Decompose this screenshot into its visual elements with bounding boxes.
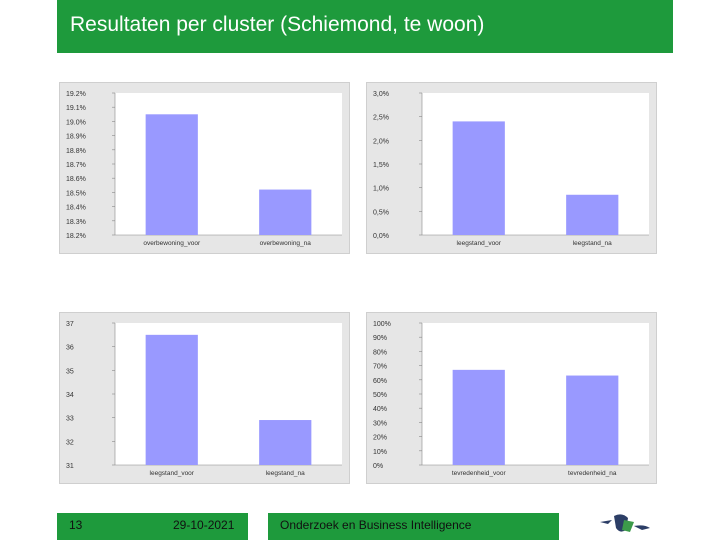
y-tick-label: 0% xyxy=(373,463,383,470)
footer-date-box: 29-10-2021 xyxy=(165,513,248,540)
bar xyxy=(452,369,505,465)
y-tick-label: 0,0% xyxy=(373,233,389,240)
y-tick-label: 18.9% xyxy=(66,134,86,141)
y-tick-label: 19.0% xyxy=(66,119,86,126)
chart-panel-leegstand: 0,0% 0,5% 1,0% 1,5% 2,0% 2,5% 3,0% leegstand_vo… xyxy=(366,82,657,254)
bar xyxy=(145,334,198,465)
x-tick-label: tevredenheid_na xyxy=(568,470,617,477)
y-tick-label: 18.3% xyxy=(66,219,86,226)
y-tick-label: 20% xyxy=(373,435,387,442)
y-tick-label: 18.6% xyxy=(66,176,86,183)
chart-svg-3: 0% 10% 20% 30% 40% 50% 60% 70% 80% 90% 100% tevrede… xyxy=(373,321,649,477)
title-bar: Resultaten per cluster (Schiemond, te wo… xyxy=(57,0,673,53)
y-tick-label: 35 xyxy=(66,368,74,375)
y-tick-label: 31 xyxy=(66,463,74,470)
y-tick-label: 19.2% xyxy=(66,91,86,98)
y-tick-label: 100% xyxy=(373,321,391,328)
y-tick-label: 2,5% xyxy=(373,115,389,122)
chart-svg-1: 0,0% 0,5% 1,0% 1,5% 2,0% 2,5% 3,0% leegstand_vo… xyxy=(373,91,649,247)
y-tick-label: 33 xyxy=(66,416,74,423)
x-tick-label: overbewoning_na xyxy=(260,240,312,247)
chart-panel-overbewoning: 18.2% 18.3% 18.4% 18.5% 18.6% 18.7% 18.8% 18.9%… xyxy=(59,82,350,254)
chart-svg-0: 18.2% 18.3% 18.4% 18.5% 18.6% 18.7% 18.8% 18.9%… xyxy=(66,91,342,247)
y-tick-label: 90% xyxy=(373,335,387,342)
chart-panel-leefbaarheid: 31 32 33 34 35 36 37 leegstand_voor leegstand_na xyxy=(59,312,350,484)
page-title: Resultaten per cluster (Schiemond, te wo… xyxy=(70,13,485,36)
y-tick-label: 18.2% xyxy=(66,233,86,240)
footer-organization: Onderzoek en Business Intelligence xyxy=(280,518,472,532)
bar xyxy=(566,375,619,465)
y-tick-label: 30% xyxy=(373,420,387,427)
y-tick-label: 60% xyxy=(373,378,387,385)
y-tick-label: 80% xyxy=(373,349,387,356)
y-tick-label: 50% xyxy=(373,392,387,399)
x-tick-label: leegstand_na xyxy=(573,240,612,247)
footer-org-box: Onderzoek en Business Intelligence xyxy=(268,513,559,540)
footer-date: 29-10-2021 xyxy=(173,518,235,532)
bar xyxy=(566,194,619,235)
y-tick-label: 70% xyxy=(373,364,387,371)
y-tick-label: 1,5% xyxy=(373,162,389,169)
y-tick-label: 34 xyxy=(66,392,74,399)
x-tick-label: leegstand_voor xyxy=(150,470,195,477)
y-tick-label: 40% xyxy=(373,406,387,413)
y-tick-label: 18.7% xyxy=(66,162,86,169)
bar xyxy=(259,420,312,465)
bar xyxy=(145,114,198,235)
bar xyxy=(259,189,312,235)
y-tick-label: 18.4% xyxy=(66,205,86,212)
page-number: 13 xyxy=(69,518,83,532)
chart-panel-tevredenheid: 0% 10% 20% 30% 40% 50% 60% 70% 80% 90% 100% tevrede… xyxy=(366,312,657,484)
y-tick-label: 32 xyxy=(66,439,74,446)
y-tick-label: 36 xyxy=(66,345,74,352)
y-tick-label: 1,0% xyxy=(373,186,389,193)
x-tick-label: leegstand_na xyxy=(266,470,305,477)
chart-svg-2: 31 32 33 34 35 36 37 leegstand_voor leegstand_na xyxy=(66,321,342,477)
bar xyxy=(452,121,505,235)
y-tick-label: 19.1% xyxy=(66,105,86,112)
x-tick-label: overbewoning_voor xyxy=(143,240,201,247)
x-tick-label: leegstand_voor xyxy=(457,240,502,247)
y-tick-label: 18.8% xyxy=(66,148,86,155)
y-tick-label: 0,5% xyxy=(373,209,389,216)
y-tick-label: 18.5% xyxy=(66,190,86,197)
y-tick-label: 2,0% xyxy=(373,138,389,145)
y-tick-label: 10% xyxy=(373,449,387,456)
y-tick-label: 37 xyxy=(66,321,74,328)
logo-icon xyxy=(600,514,650,532)
y-tick-label: 3,0% xyxy=(373,91,389,98)
footer-page-box: 13 xyxy=(57,513,165,540)
x-tick-label: tevredenheid_voor xyxy=(452,470,507,477)
